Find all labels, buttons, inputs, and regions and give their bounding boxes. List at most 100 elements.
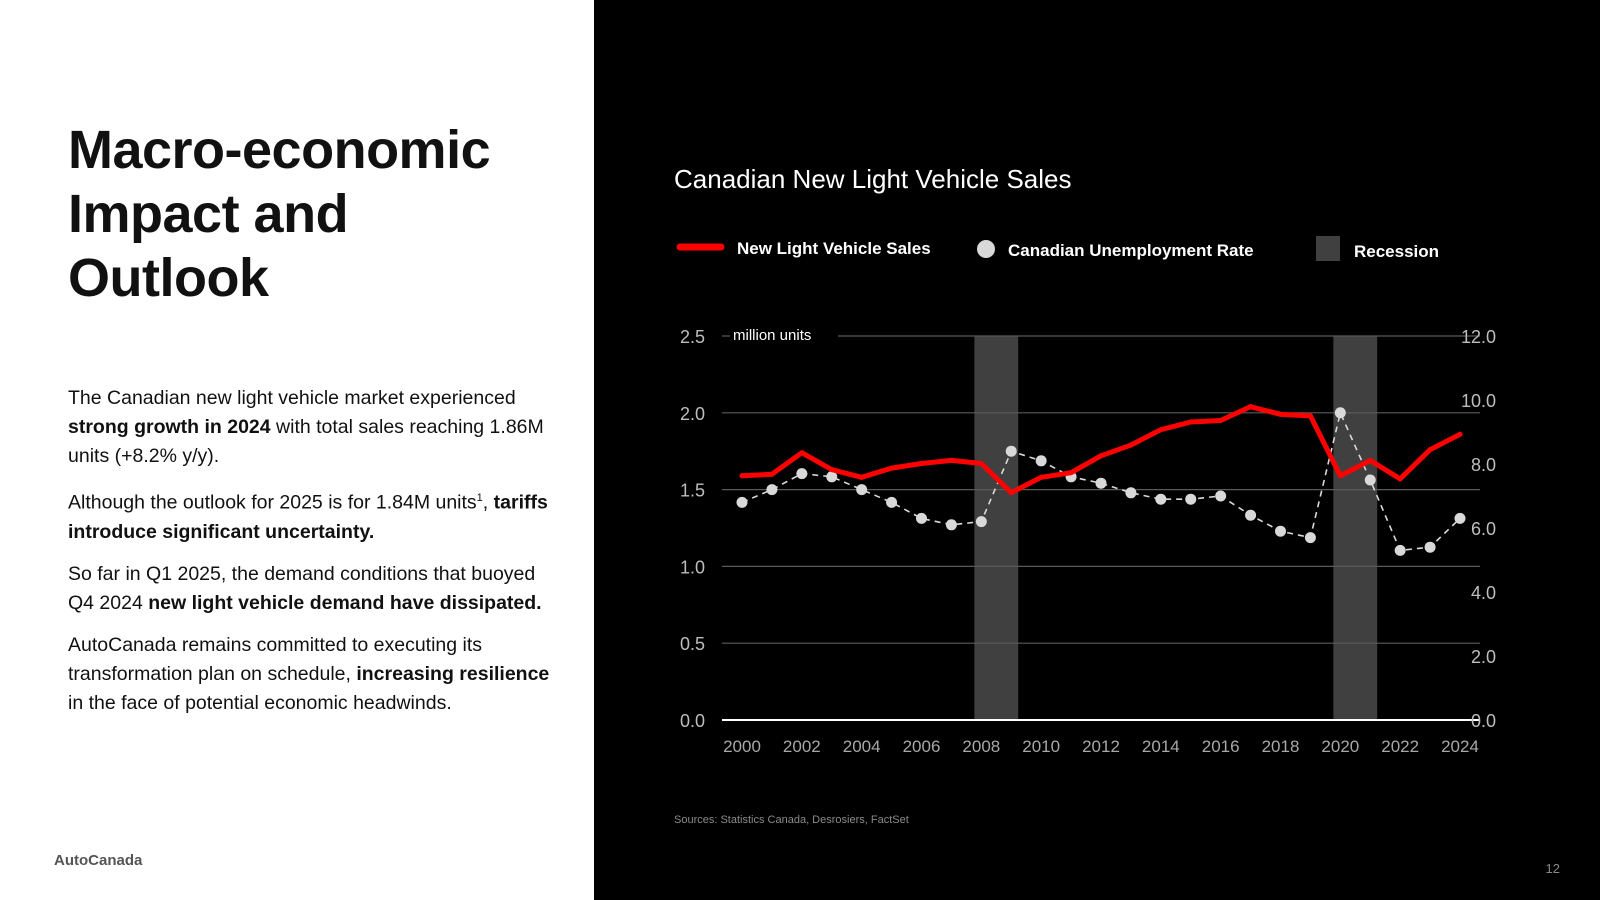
unemployment-point — [945, 519, 957, 531]
legend-unemployment-label: Canadian Unemployment Rate — [1008, 241, 1254, 260]
x-tick-label: 2018 — [1262, 737, 1300, 756]
sales-point — [1068, 470, 1074, 476]
x-tick-label: 2008 — [962, 737, 1000, 756]
legend-unemployment-swatch — [977, 240, 995, 258]
legend-sales-label: New Light Vehicle Sales — [737, 239, 931, 258]
unemployment-point — [886, 496, 898, 508]
text-emphasis: tariffs introduce significant uncertaint… — [68, 491, 548, 543]
x-tick-label: 2000 — [723, 737, 761, 756]
y-left-tick-label: 1.0 — [680, 557, 705, 577]
sales-point — [1337, 473, 1343, 479]
brand-logo-text: AutoCanada — [54, 852, 143, 869]
text-run: So far in Q1 2025, the demand conditions… — [68, 562, 536, 614]
unemployment-point — [736, 496, 748, 508]
x-tick-label: 2020 — [1321, 737, 1359, 756]
sales-point — [889, 465, 895, 471]
sales-point — [1278, 411, 1283, 417]
body-text: The Canadian new light vehicle market ex… — [68, 384, 558, 731]
legend-recession-label: Recession — [1354, 242, 1439, 261]
sales-point — [1128, 442, 1134, 448]
text-run: The Canadian new light vehicle market ex… — [68, 387, 516, 409]
sales-point — [1457, 431, 1463, 437]
sales-point — [1218, 417, 1224, 423]
unemployment-point — [1275, 525, 1286, 537]
unemployment-point — [826, 471, 838, 483]
unemployment-point — [856, 484, 868, 496]
sales-point — [859, 474, 865, 480]
unemployment-point — [1424, 541, 1436, 553]
unemployment-point — [1005, 445, 1017, 457]
y-right-tick-label: 8.0 — [1471, 455, 1496, 475]
sales-point — [919, 460, 924, 466]
y-right-tick-label: 12.0 — [1461, 327, 1496, 347]
unemployment-point — [796, 468, 808, 480]
text-run: Although the outlook for 2025 is for 1.8… — [68, 491, 477, 514]
sales-point — [1307, 413, 1313, 419]
unemployment-point — [1125, 487, 1137, 499]
sales-point — [1098, 453, 1104, 459]
sales-point — [1397, 476, 1403, 482]
sales-point — [799, 450, 805, 456]
paragraph-outlook: Although the outlook for 2025 is for 1.8… — [68, 484, 558, 547]
y-right-tick-label: 4.0 — [1471, 583, 1496, 603]
text-run: with total sales reaching 1.86M units (+… — [68, 416, 544, 467]
y-right-tick-label: 0.0 — [1471, 711, 1496, 731]
unemployment-point — [975, 516, 987, 528]
y-left-tick-label: 2.0 — [680, 404, 705, 424]
chart-source: Sources: Statistics Canada, Desrosiers, … — [674, 814, 909, 826]
x-tick-label: 2006 — [903, 737, 941, 756]
recession-band — [1333, 336, 1378, 720]
x-tick-label: 2022 — [1381, 737, 1419, 756]
x-tick-label: 2012 — [1082, 737, 1120, 756]
footnote-marker: 1 — [476, 492, 483, 504]
paragraph-commitment: AutoCanada remains committed to executin… — [68, 631, 558, 718]
unemployment-point — [1394, 544, 1406, 556]
page-title-line: Macro-economic — [68, 120, 491, 180]
y-left-tick-label: 0.0 — [680, 711, 705, 731]
unemployment-point — [1245, 509, 1257, 521]
unemployment-point — [1155, 493, 1167, 505]
text-emphasis: strong growth in 2024 — [68, 416, 271, 438]
sales-point — [1248, 404, 1254, 410]
unemployment-point — [1215, 490, 1227, 502]
y-left-tick-label: 1.5 — [680, 481, 705, 501]
text-run: AutoCanada remains committed to executin… — [68, 633, 483, 685]
legend-recession-swatch — [1316, 236, 1340, 261]
unemployment-point — [1304, 532, 1316, 544]
sales-point — [1188, 419, 1194, 425]
unemployment-point — [1095, 477, 1107, 489]
paragraph-market-growth: The Canadian new light vehicle market ex… — [68, 384, 558, 471]
x-tick-label: 2024 — [1441, 737, 1479, 756]
x-tick-label: 2014 — [1142, 737, 1180, 756]
unemployment-point — [766, 484, 778, 496]
unemployment-point — [1364, 474, 1376, 486]
recession-band — [974, 336, 1019, 720]
x-tick-label: 2016 — [1202, 737, 1240, 756]
sales-point — [829, 467, 835, 473]
unemployment-point — [1334, 407, 1346, 419]
page-title-line: Outlook — [68, 248, 269, 308]
left-panel: Macro-economic Impact and Outlook The Ca… — [0, 0, 594, 900]
chart-panel: Canadian New Light Vehicle Sales New Lig… — [594, 0, 1600, 900]
sales-point — [1038, 474, 1044, 480]
sales-point — [978, 460, 984, 466]
sales-point — [1158, 427, 1164, 433]
unemployment-point — [916, 512, 927, 524]
sales-point — [948, 457, 954, 463]
x-tick-label: 2004 — [843, 737, 881, 756]
text-emphasis: new light vehicle demand have dissipated… — [148, 591, 542, 614]
text-run: , — [482, 491, 494, 514]
page-title: Macro-economic Impact and Outlook — [68, 118, 568, 310]
x-tick-label: 2010 — [1022, 737, 1060, 756]
x-tick-label: 2002 — [783, 737, 821, 756]
sales-point — [1367, 457, 1373, 463]
y-left-tick-label: 2.5 — [680, 327, 705, 347]
sales-point — [739, 473, 745, 479]
page-title-line: Impact and — [68, 184, 349, 244]
sales-point — [769, 471, 775, 477]
unemployment-point — [1185, 493, 1197, 505]
unit-label-bg — [730, 320, 838, 340]
page-number: 12 — [1545, 861, 1560, 876]
unemployment-point — [1035, 455, 1047, 467]
